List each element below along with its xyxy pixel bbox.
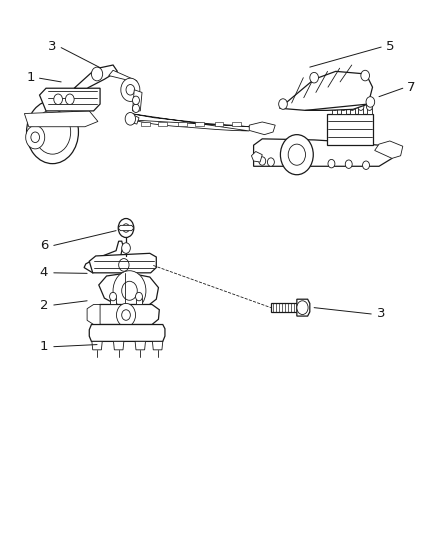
Text: 3: 3 [377,308,385,320]
Circle shape [259,157,266,165]
Polygon shape [195,122,204,126]
Text: 3: 3 [48,39,57,53]
Polygon shape [367,108,372,114]
Polygon shape [271,303,297,312]
Polygon shape [133,90,142,111]
Polygon shape [215,122,223,126]
Polygon shape [374,141,403,158]
Circle shape [328,159,335,168]
Polygon shape [141,122,150,126]
Circle shape [117,303,135,327]
Text: 6: 6 [40,239,48,252]
Text: 7: 7 [407,80,416,94]
Circle shape [279,99,287,109]
Circle shape [31,132,39,142]
Polygon shape [341,108,346,114]
Circle shape [135,292,142,301]
Circle shape [366,96,374,107]
Circle shape [358,103,364,110]
Circle shape [363,161,370,169]
Polygon shape [136,298,142,304]
Circle shape [66,94,74,104]
Polygon shape [118,225,134,231]
Polygon shape [332,108,338,114]
Polygon shape [89,325,165,342]
Circle shape [340,103,346,110]
Text: 1: 1 [39,340,48,353]
Polygon shape [135,342,145,350]
Circle shape [361,70,370,81]
Polygon shape [128,114,139,124]
Circle shape [119,259,129,271]
Circle shape [126,85,134,95]
Circle shape [367,103,372,110]
Polygon shape [74,65,117,88]
Polygon shape [254,139,392,166]
Polygon shape [159,122,167,126]
Circle shape [288,144,305,165]
Circle shape [121,78,140,101]
Text: 4: 4 [40,266,48,279]
Text: 1: 1 [27,71,35,84]
Circle shape [92,67,102,81]
Circle shape [27,100,78,164]
Circle shape [280,135,313,175]
Circle shape [310,72,318,83]
Circle shape [297,301,308,314]
Circle shape [26,126,45,149]
Polygon shape [99,273,159,309]
Polygon shape [89,253,156,273]
Polygon shape [249,122,275,135]
Polygon shape [327,114,372,145]
Circle shape [349,103,355,110]
Circle shape [54,94,63,104]
Polygon shape [131,114,249,131]
Polygon shape [251,151,262,162]
Circle shape [268,158,274,166]
Circle shape [345,160,352,168]
Polygon shape [232,122,240,126]
Polygon shape [358,108,364,114]
Circle shape [113,271,146,311]
Polygon shape [92,342,102,350]
Polygon shape [84,241,123,273]
Circle shape [133,104,139,112]
Polygon shape [39,88,100,111]
Polygon shape [279,71,372,110]
Circle shape [133,96,139,104]
Polygon shape [297,299,310,316]
Circle shape [122,281,137,300]
Circle shape [122,310,131,320]
Polygon shape [110,298,116,304]
Polygon shape [109,70,137,85]
Polygon shape [87,304,100,325]
Circle shape [125,112,135,125]
Polygon shape [178,122,187,126]
Polygon shape [25,111,98,127]
Text: 5: 5 [385,39,394,53]
Circle shape [123,224,130,232]
Polygon shape [113,342,124,350]
Circle shape [118,219,134,238]
Circle shape [332,103,338,110]
Circle shape [110,292,117,301]
Polygon shape [94,304,159,325]
Polygon shape [350,108,355,114]
Polygon shape [152,342,163,350]
Circle shape [122,243,131,253]
Text: 2: 2 [39,298,48,311]
Circle shape [34,110,71,154]
